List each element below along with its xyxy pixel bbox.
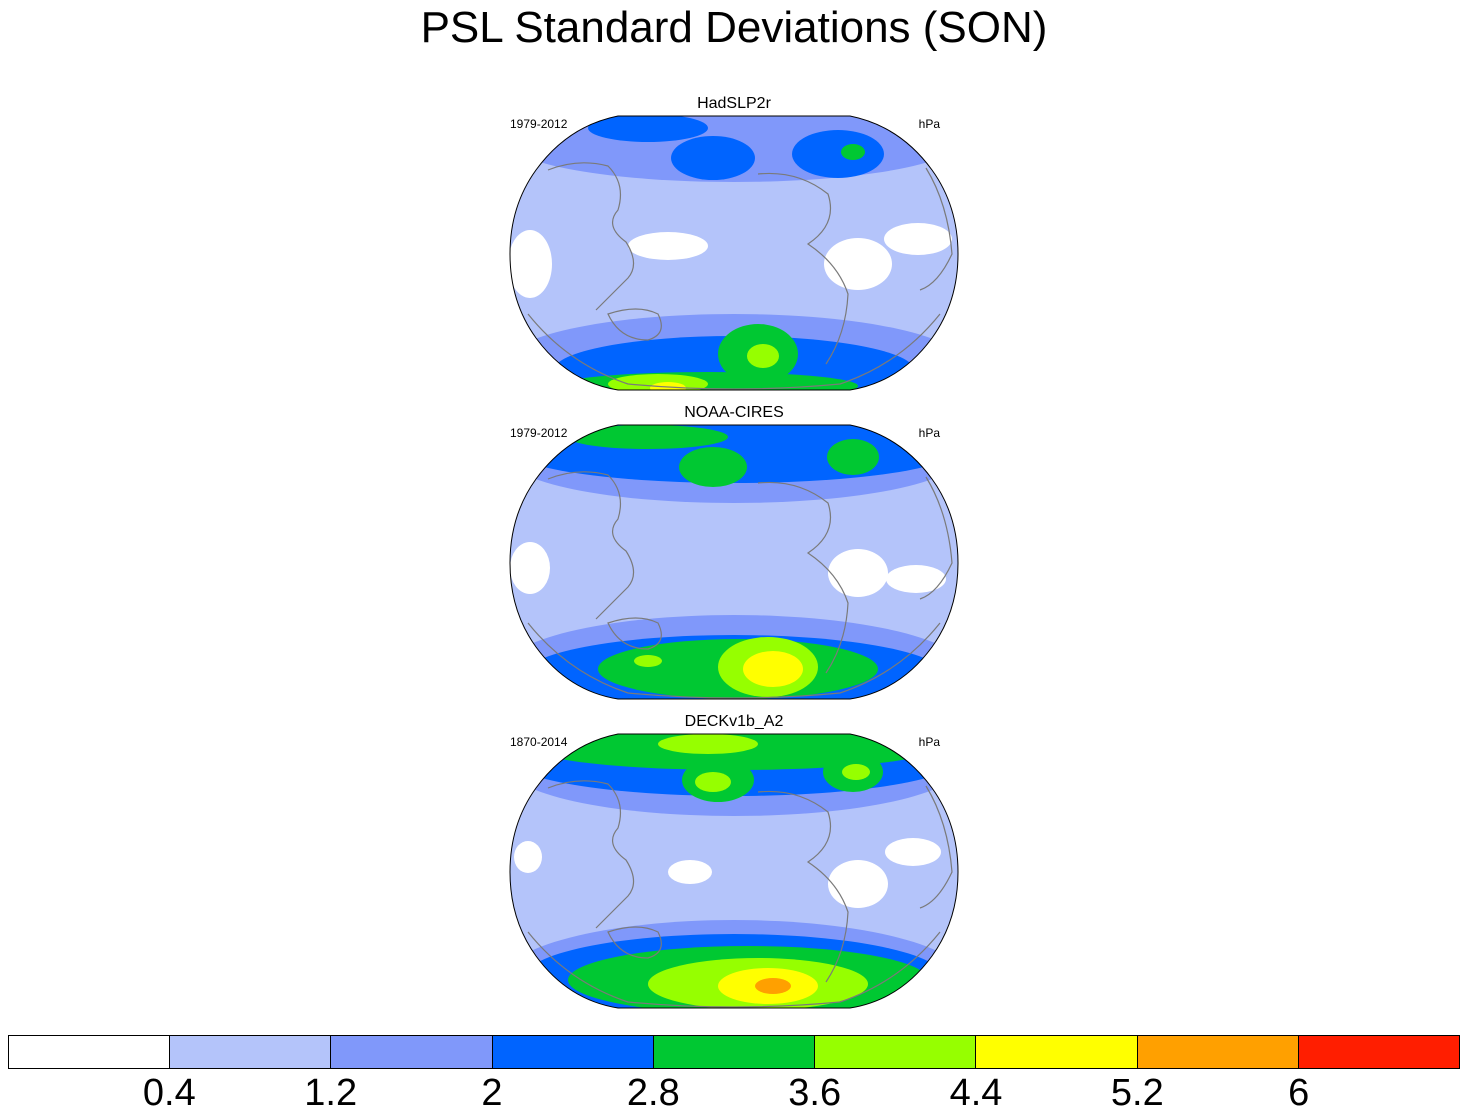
contour-region [886,565,946,593]
colorbar-box [1298,1036,1459,1068]
contour-region [828,549,888,597]
colorbar-box [815,1036,977,1068]
panel-period: 1979-2012 [510,117,568,131]
contour-region [588,116,708,142]
coastline [919,476,953,600]
map-outline [509,115,959,391]
coastline [757,790,849,983]
colorbar-box [170,1036,332,1068]
map-hadslp2r [509,115,959,391]
map-panel-deckv1b-a2: DECKv1b_A2 1870-2014 hPa [508,713,960,1013]
colorbar [8,1035,1460,1069]
colorbar-label: 2 [481,1072,503,1114]
contour-region [679,447,747,487]
colorbar-box [1137,1036,1299,1068]
contour-region [884,223,952,255]
contour-fill [510,116,958,390]
panel-title: HadSLP2r [697,95,771,112]
contour-region [747,344,779,368]
contour-region [885,838,941,866]
contour-region [743,651,803,687]
contour-region [828,860,888,908]
map-outline [509,733,959,1009]
colorbar-label: 2.8 [626,1072,680,1114]
coastlines [527,471,953,699]
map-panel-hadslp2r: HadSLP2r 1979-2012 hPa [508,95,960,395]
coastline [607,308,662,341]
colorbar-box [492,1036,654,1068]
contour-region [824,238,892,290]
panel-units: hPa [918,117,940,131]
contour-region [510,230,552,298]
coastline [607,617,662,650]
contour-region [514,841,542,873]
figure-title: PSL Standard Deviations (SON) [420,3,1048,52]
coastline [757,481,849,674]
map-panel-noaa-cires: NOAA-CIRES 1979-2012 hPa [508,404,960,704]
contour-region [695,772,731,792]
coastline [919,785,953,909]
coastlines [527,780,953,1008]
colorbar-label: 3.6 [788,1072,842,1114]
coastline [527,622,941,699]
contour-region [842,764,870,780]
coastline [607,926,662,959]
coastline [919,167,953,291]
contour-region [650,382,686,390]
colorbar-box [976,1036,1138,1068]
panel-title: DECKv1b_A2 [684,713,784,730]
panel-period: 1979-2012 [510,426,568,440]
coastline [547,471,635,620]
map-noaa-cires [509,424,959,700]
panel-units: hPa [918,735,940,749]
coastline [547,162,635,311]
contour-region [827,439,879,475]
contour-region [668,860,712,884]
coastline [527,313,941,390]
colorbar-labels: 0.4 1.2 2 2.8 3.6 4.4 5.2 6 [0,1072,1468,1116]
colorbar-box [9,1036,171,1068]
colorbar-box [331,1036,493,1068]
contour-region [628,232,708,260]
colorbar-label: 4.4 [949,1072,1003,1114]
contour-fill [510,425,958,699]
coastline [527,931,941,1008]
contour-region [510,542,550,594]
contour-fill [510,734,958,1008]
map-deckv1b-a2 [509,733,959,1009]
coastline [547,780,635,929]
map-outline [509,424,959,700]
panel-title: NOAA-CIRES [684,404,784,421]
colorbar-label: 1.2 [304,1072,358,1114]
contour-region [841,144,865,160]
contour-region [568,425,728,449]
panel-period: 1870-2014 [510,735,568,749]
colorbar-label: 5.2 [1110,1072,1164,1114]
coastline [757,172,849,365]
panel-units: hPa [918,426,940,440]
contour-region [658,734,758,754]
contour-region [634,655,662,667]
contour-region [755,978,791,994]
contour-region [792,130,884,178]
coastlines [527,162,953,390]
colorbar-label: 6 [1288,1072,1310,1114]
colorbar-box [653,1036,816,1068]
colorbar-label: 0.4 [142,1072,196,1114]
contour-region [671,136,755,180]
